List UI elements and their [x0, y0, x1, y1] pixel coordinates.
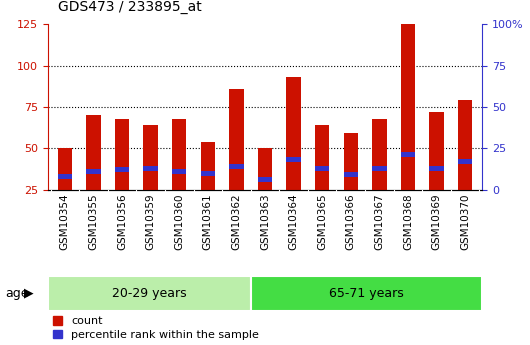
Bar — [315, 166, 329, 171]
Text: GSM10366: GSM10366 — [346, 194, 356, 250]
Text: GSM10354: GSM10354 — [60, 194, 70, 250]
Text: ▶: ▶ — [24, 287, 34, 300]
Bar — [58, 148, 72, 190]
Text: GSM10360: GSM10360 — [174, 194, 184, 250]
Bar — [201, 171, 215, 176]
Text: GSM10367: GSM10367 — [374, 194, 384, 250]
Text: GSM10356: GSM10356 — [117, 194, 127, 250]
Text: GSM10362: GSM10362 — [232, 194, 241, 250]
Bar — [343, 172, 358, 177]
Bar — [286, 157, 301, 162]
Bar — [144, 166, 158, 171]
Bar — [372, 119, 386, 190]
Bar — [286, 77, 301, 190]
Text: GSM10365: GSM10365 — [317, 194, 327, 250]
Text: GSM10361: GSM10361 — [203, 194, 213, 250]
Text: GSM10369: GSM10369 — [431, 194, 441, 250]
Bar — [343, 134, 358, 190]
Bar — [201, 142, 215, 190]
Bar — [372, 166, 386, 171]
Bar — [401, 24, 415, 190]
Bar — [115, 119, 129, 190]
Text: age: age — [5, 287, 29, 300]
Text: GSM10359: GSM10359 — [146, 194, 156, 250]
Bar — [144, 125, 158, 190]
Bar — [172, 119, 187, 190]
Text: GSM10355: GSM10355 — [89, 194, 99, 250]
Text: GSM10370: GSM10370 — [460, 194, 470, 250]
Bar — [172, 169, 187, 174]
Bar — [458, 159, 472, 164]
Bar — [429, 112, 444, 190]
Bar — [258, 148, 272, 190]
Text: 65-71 years: 65-71 years — [329, 287, 404, 300]
Bar — [229, 164, 244, 169]
Bar — [229, 89, 244, 190]
Bar — [86, 115, 101, 190]
Text: GSM10364: GSM10364 — [289, 194, 298, 250]
Bar — [258, 177, 272, 182]
Text: 20-29 years: 20-29 years — [112, 287, 187, 300]
Bar — [429, 166, 444, 171]
Text: GSM10363: GSM10363 — [260, 194, 270, 250]
Bar — [86, 169, 101, 174]
Bar — [48, 276, 251, 310]
Text: GSM10368: GSM10368 — [403, 194, 413, 250]
Bar — [401, 152, 415, 157]
Bar — [115, 167, 129, 172]
Legend: count, percentile rank within the sample: count, percentile rank within the sample — [53, 316, 259, 339]
Text: GDS473 / 233895_at: GDS473 / 233895_at — [58, 0, 202, 14]
Bar — [251, 276, 482, 310]
Bar — [458, 100, 472, 190]
Bar — [315, 125, 329, 190]
Bar — [58, 174, 72, 179]
